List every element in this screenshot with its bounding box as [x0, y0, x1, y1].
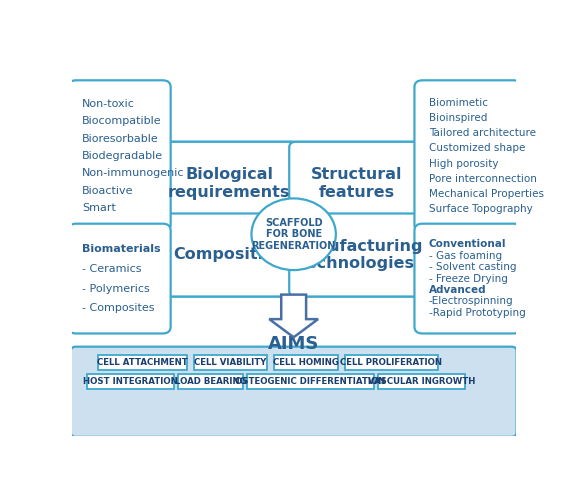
- Text: Bioinspired: Bioinspired: [429, 113, 487, 123]
- FancyBboxPatch shape: [345, 355, 438, 370]
- FancyBboxPatch shape: [414, 80, 521, 232]
- Text: VASCULAR INGROWTH: VASCULAR INGROWTH: [368, 377, 475, 386]
- Text: Advanced: Advanced: [429, 285, 486, 295]
- Text: OSTEOGENIC DIFFERENTIATION: OSTEOGENIC DIFFERENTIATION: [235, 377, 386, 386]
- Text: Bioactive: Bioactive: [83, 186, 134, 196]
- FancyBboxPatch shape: [194, 355, 267, 370]
- Text: SCAFFOLD
FOR BONE
REGENERATION: SCAFFOLD FOR BONE REGENERATION: [252, 218, 336, 251]
- Text: - Gas foaming: - Gas foaming: [429, 251, 502, 261]
- Text: CELL HOMING: CELL HOMING: [273, 358, 339, 367]
- FancyBboxPatch shape: [178, 374, 242, 389]
- Text: Composition: Composition: [173, 247, 285, 263]
- Text: Non-immunogenic: Non-immunogenic: [83, 168, 185, 178]
- FancyBboxPatch shape: [160, 142, 425, 296]
- Text: Structural
features: Structural features: [311, 167, 403, 199]
- FancyBboxPatch shape: [99, 355, 187, 370]
- Text: -Electrospinning: -Electrospinning: [429, 296, 513, 306]
- Text: Mechanical Properties: Mechanical Properties: [429, 189, 544, 199]
- Text: High porosity: High porosity: [429, 159, 498, 169]
- FancyBboxPatch shape: [68, 80, 171, 232]
- Text: - Composites: - Composites: [83, 303, 155, 314]
- Text: Conventional: Conventional: [429, 240, 506, 249]
- Text: - Freeze Drying: - Freeze Drying: [429, 273, 508, 284]
- Circle shape: [252, 198, 336, 270]
- Text: HOST INTEGRATION: HOST INTEGRATION: [83, 377, 178, 386]
- Text: Smart: Smart: [83, 203, 116, 213]
- FancyBboxPatch shape: [378, 374, 465, 389]
- Text: Non-toxic: Non-toxic: [83, 99, 135, 109]
- Text: CELL PROLIFERATION: CELL PROLIFERATION: [340, 358, 442, 367]
- Text: Pore interconnection: Pore interconnection: [429, 173, 536, 184]
- FancyBboxPatch shape: [289, 214, 425, 296]
- FancyBboxPatch shape: [68, 223, 171, 334]
- Text: - Polymerics: - Polymerics: [83, 284, 150, 294]
- FancyBboxPatch shape: [87, 374, 174, 389]
- FancyBboxPatch shape: [274, 355, 338, 370]
- Text: Biomaterials: Biomaterials: [83, 244, 161, 254]
- Text: - Solvent casting: - Solvent casting: [429, 262, 516, 272]
- FancyBboxPatch shape: [289, 142, 425, 225]
- Text: Biocompatible: Biocompatible: [83, 116, 162, 126]
- Text: CELL VIABILITY: CELL VIABILITY: [194, 358, 266, 367]
- Text: Biomimetic: Biomimetic: [429, 98, 488, 108]
- FancyBboxPatch shape: [160, 214, 298, 296]
- Polygon shape: [269, 294, 318, 337]
- Text: Customized shape: Customized shape: [429, 144, 525, 153]
- Text: Manufacturing
technologies: Manufacturing technologies: [291, 239, 423, 271]
- Text: CELL ATTACHMENT: CELL ATTACHMENT: [97, 358, 188, 367]
- FancyBboxPatch shape: [247, 374, 374, 389]
- Text: Biodegradable: Biodegradable: [83, 151, 163, 161]
- Text: Tailored architecture: Tailored architecture: [429, 128, 536, 138]
- Text: Biological
requirements: Biological requirements: [168, 167, 291, 199]
- Text: Bioresorbable: Bioresorbable: [83, 134, 159, 144]
- Text: -Rapid Prototyping: -Rapid Prototyping: [429, 308, 525, 318]
- Text: - Ceramics: - Ceramics: [83, 264, 142, 273]
- Text: Surface Topography: Surface Topography: [429, 204, 532, 214]
- FancyBboxPatch shape: [160, 142, 298, 225]
- FancyBboxPatch shape: [414, 223, 521, 334]
- Text: LOAD BEARING: LOAD BEARING: [175, 377, 246, 386]
- Text: AIMS: AIMS: [268, 335, 319, 353]
- FancyBboxPatch shape: [70, 347, 517, 437]
